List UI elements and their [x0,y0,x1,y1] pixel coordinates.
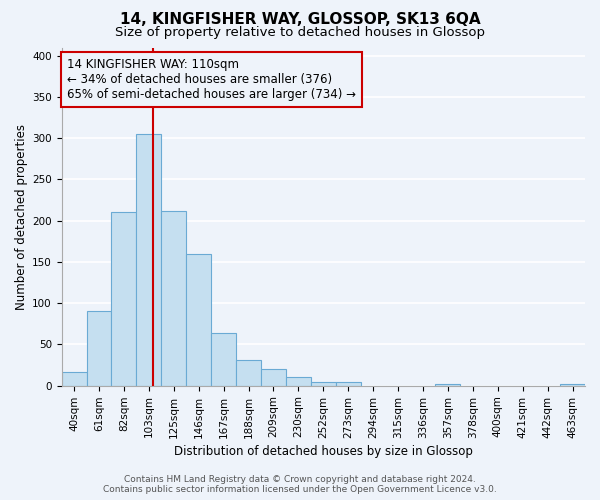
Bar [261,369,286,386]
Bar [436,384,460,386]
Bar [62,372,86,386]
Bar [112,212,136,386]
Bar [286,378,311,386]
Bar [236,360,261,386]
Text: 14 KINGFISHER WAY: 110sqm
← 34% of detached houses are smaller (376)
65% of semi: 14 KINGFISHER WAY: 110sqm ← 34% of detac… [67,58,356,100]
Bar [336,382,361,386]
Bar [136,134,161,386]
X-axis label: Distribution of detached houses by size in Glossop: Distribution of detached houses by size … [174,444,473,458]
Bar [161,211,186,386]
Bar [186,254,211,386]
Y-axis label: Number of detached properties: Number of detached properties [15,124,28,310]
Bar [560,384,585,386]
Bar [86,312,112,386]
Bar [311,382,336,386]
Text: 14, KINGFISHER WAY, GLOSSOP, SK13 6QA: 14, KINGFISHER WAY, GLOSSOP, SK13 6QA [119,12,481,28]
Text: Size of property relative to detached houses in Glossop: Size of property relative to detached ho… [115,26,485,39]
Text: Contains HM Land Registry data © Crown copyright and database right 2024.
Contai: Contains HM Land Registry data © Crown c… [103,474,497,494]
Bar [211,333,236,386]
